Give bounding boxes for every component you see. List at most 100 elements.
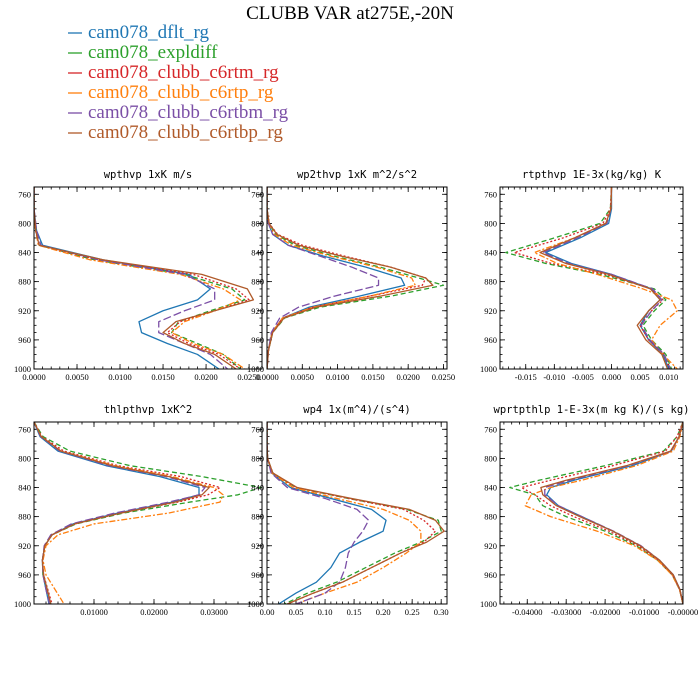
x-tick-label: 0.25 bbox=[405, 607, 420, 617]
panel-title: wpthvp 1xK m/s bbox=[104, 169, 193, 181]
y-tick-label: 760 bbox=[18, 189, 31, 199]
series-group bbox=[267, 422, 445, 604]
series-line-cam078_clubb_c6rtbp_rg bbox=[34, 187, 255, 369]
y-tick-label: 880 bbox=[484, 512, 497, 522]
panel-title: wprtpthlp 1-E-3x(m kg K)/(s kg) bbox=[494, 404, 690, 416]
series-line-cam078_clubb_c6rtbm_rg bbox=[267, 422, 370, 604]
x-tick-label: 0.0250 bbox=[432, 372, 455, 382]
x-tick-label: 0.0000 bbox=[255, 372, 278, 382]
x-tick-label: 0.30 bbox=[434, 607, 449, 617]
y-tick-label: 1000 bbox=[14, 599, 31, 609]
y-tick-label: 1000 bbox=[480, 364, 497, 374]
x-tick-label: -0.010 bbox=[543, 372, 565, 382]
series-group bbox=[505, 187, 678, 369]
series-group bbox=[34, 422, 262, 604]
y-tick-label: 840 bbox=[251, 248, 264, 258]
panel-title: wp4 1x(m^4)/(s^4) bbox=[303, 404, 410, 416]
y-tick-label: 960 bbox=[18, 570, 31, 580]
panel-5: wp4 1x(m^4)/(s^4)76080084088092096010000… bbox=[247, 404, 449, 617]
x-tick-label: 0.0050 bbox=[291, 372, 314, 382]
panel-frame bbox=[499, 421, 684, 605]
series-line-cam078_clubb_c6rtp_rg bbox=[524, 422, 683, 604]
x-tick-label: 0.010 bbox=[659, 372, 678, 382]
panel-frame bbox=[33, 186, 263, 370]
y-tick-label: 760 bbox=[18, 424, 31, 434]
panel-2: wp2thvp 1xK m^2/s^2 760 800 840 880 920 960 100… bbox=[247, 169, 455, 382]
x-tick-label: -0.005 bbox=[572, 372, 594, 382]
series-group bbox=[509, 422, 683, 604]
y-tick-label: 840 bbox=[484, 248, 497, 258]
series-line-cam078_clubb_c6rtm_rg bbox=[267, 187, 427, 369]
series-line-cam078_expldiff bbox=[505, 187, 673, 369]
series-line-cam078_clubb_c6rtp_rg bbox=[267, 187, 416, 369]
y-tick-label: 760 bbox=[251, 189, 264, 199]
y-tick-label: 960 bbox=[484, 570, 497, 580]
legend-entry: cam078_clubb_c6rtbm_rg bbox=[88, 102, 289, 123]
panel-1: wpthvp 1xK m/s76080084088092096010000.00… bbox=[14, 169, 263, 382]
y-tick-label: 1000 bbox=[247, 364, 264, 374]
x-tick-label: 0.00 bbox=[260, 607, 275, 617]
y-tick-label: 920 bbox=[484, 306, 497, 316]
x-tick-label: 0.0200 bbox=[396, 372, 419, 382]
series-line-cam078_clubb_c6rtp_rg bbox=[533, 187, 678, 369]
series-line-cam078_clubb_c6rtm_rg bbox=[513, 187, 671, 369]
y-tick-label: 880 bbox=[484, 277, 497, 287]
x-tick-label: 0.005 bbox=[631, 372, 650, 382]
y-tick-label: 920 bbox=[484, 541, 497, 551]
x-tick-label: 0.0150 bbox=[361, 372, 384, 382]
y-tick-label: 840 bbox=[484, 483, 497, 493]
series-line-cam078_clubb_c6rtm_rg bbox=[34, 187, 250, 369]
y-tick-label: 800 bbox=[18, 453, 31, 463]
series-line-cam078_expldiff bbox=[267, 187, 445, 369]
y-tick-label: 840 bbox=[251, 483, 264, 493]
panel-frame bbox=[266, 421, 448, 605]
series-line-cam078_clubb_c6rtbp_rg bbox=[267, 422, 445, 604]
panel-title: thlpthvp 1xK^2 bbox=[104, 404, 193, 416]
y-tick-label: 960 bbox=[18, 335, 31, 345]
y-tick-label: 960 bbox=[484, 335, 497, 345]
legend-entry: cam078_expldiff bbox=[88, 42, 218, 63]
panel-4: thlpthvp 1xK^2 760 800 840 880 920 960 1000 0.01… bbox=[14, 404, 263, 617]
legend-entry: cam078_clubb_c6rtm_rg bbox=[88, 62, 279, 83]
y-tick-label: 1000 bbox=[480, 599, 497, 609]
legend-entry: cam078_dflt_rg bbox=[88, 22, 210, 43]
y-tick-label: 960 bbox=[251, 570, 264, 580]
y-tick-label: 880 bbox=[18, 512, 31, 522]
series-line-cam078_clubb_c6rtbp_rg bbox=[267, 187, 434, 369]
x-tick-label: 0.000 bbox=[602, 372, 621, 382]
x-tick-label: -0.03000 bbox=[551, 607, 581, 617]
y-tick-label: 800 bbox=[484, 218, 497, 228]
x-tick-label: -0.02000 bbox=[590, 607, 620, 617]
series-group bbox=[34, 187, 255, 369]
y-tick-label: 800 bbox=[18, 218, 31, 228]
x-tick-label: 0.0250 bbox=[237, 372, 260, 382]
x-tick-label: 0.0100 bbox=[326, 372, 349, 382]
y-tick-label: 880 bbox=[251, 277, 264, 287]
series-line-cam078_clubb_c6rtbp_rg bbox=[539, 187, 669, 369]
series-line-cam078_clubb_c6rtbm_rg bbox=[542, 187, 672, 369]
x-tick-label: -0.015 bbox=[515, 372, 537, 382]
legend-entry: cam078_clubb_c6rtp_rg bbox=[88, 82, 274, 103]
x-tick-label: 0.0150 bbox=[151, 372, 174, 382]
y-tick-label: 800 bbox=[484, 453, 497, 463]
series-line-cam078_clubb_c6rtbm_rg bbox=[34, 187, 228, 369]
legend-entry: cam078_clubb_c6rtbp_rg bbox=[88, 122, 283, 143]
panel-frame bbox=[33, 421, 263, 605]
y-tick-label: 960 bbox=[251, 335, 264, 345]
x-tick-label: 0.02000 bbox=[140, 607, 168, 617]
x-tick-label: 0.03000 bbox=[200, 607, 228, 617]
panels: wpthvp 1xK m/s76080084088092096010000.00… bbox=[14, 169, 698, 617]
panel-frame bbox=[266, 186, 448, 370]
series-line-cam078_clubb_c6rtm_rg bbox=[267, 422, 437, 604]
y-tick-label: 880 bbox=[18, 277, 31, 287]
y-tick-label: 920 bbox=[251, 541, 264, 551]
y-tick-label: 800 bbox=[251, 453, 264, 463]
y-tick-label: 760 bbox=[484, 424, 497, 434]
series-line-cam078_expldiff bbox=[34, 187, 246, 369]
y-tick-label: 920 bbox=[18, 306, 31, 316]
y-tick-label: 1000 bbox=[14, 364, 31, 374]
legend: cam078_dflt_rgcam078_expldiffcam078_club… bbox=[68, 22, 289, 143]
series-group bbox=[267, 187, 445, 369]
x-tick-label: 0.0000 bbox=[22, 372, 45, 382]
series-line-cam078_dflt_rg bbox=[546, 422, 683, 604]
